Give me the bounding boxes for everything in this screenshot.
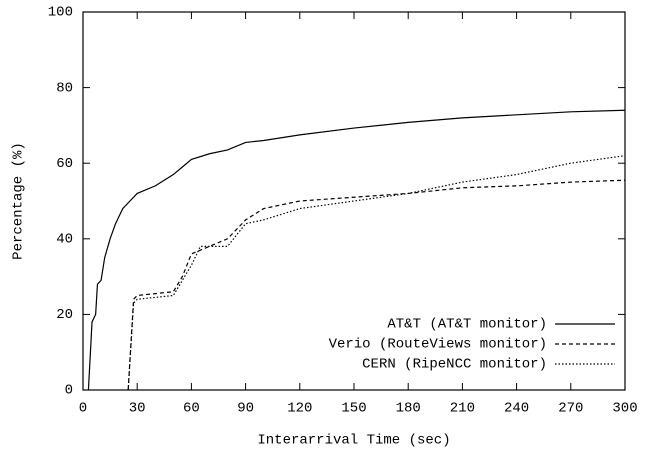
- x-tick-label: 90: [237, 401, 254, 417]
- data-line: [127, 179, 626, 391]
- x-tick-label: 240: [504, 401, 529, 417]
- x-tick-label: 300: [612, 401, 637, 417]
- x-tick-label: 150: [341, 401, 366, 417]
- y-tick-label: 20: [56, 307, 73, 323]
- y-axis-label: Percentage (%): [11, 142, 27, 260]
- x-tick-label: 120: [287, 401, 312, 417]
- x-tick-label: 30: [129, 401, 146, 417]
- data-line: [127, 155, 626, 391]
- y-tick-label: 100: [48, 5, 73, 21]
- data-line: [87, 109, 626, 391]
- x-tick-label: 270: [558, 401, 583, 417]
- legend-label: Verio (RouteViews monitor): [329, 337, 547, 353]
- plot-frame: [82, 11, 626, 391]
- x-tick-label: 210: [450, 401, 475, 417]
- y-tick-label: 0: [65, 383, 73, 399]
- legend-label: AT&T (AT&T monitor): [387, 317, 547, 333]
- x-tick-label: 60: [183, 401, 200, 417]
- y-tick-label: 60: [56, 156, 73, 172]
- y-tick-label: 80: [56, 80, 73, 96]
- x-tick-label: 180: [396, 401, 421, 417]
- x-tick-label: 0: [79, 401, 87, 417]
- legend-label: CERN (RipeNCC monitor): [362, 357, 547, 373]
- x-axis-label: Interarrival Time (sec): [257, 433, 450, 449]
- y-tick-label: 40: [56, 232, 73, 248]
